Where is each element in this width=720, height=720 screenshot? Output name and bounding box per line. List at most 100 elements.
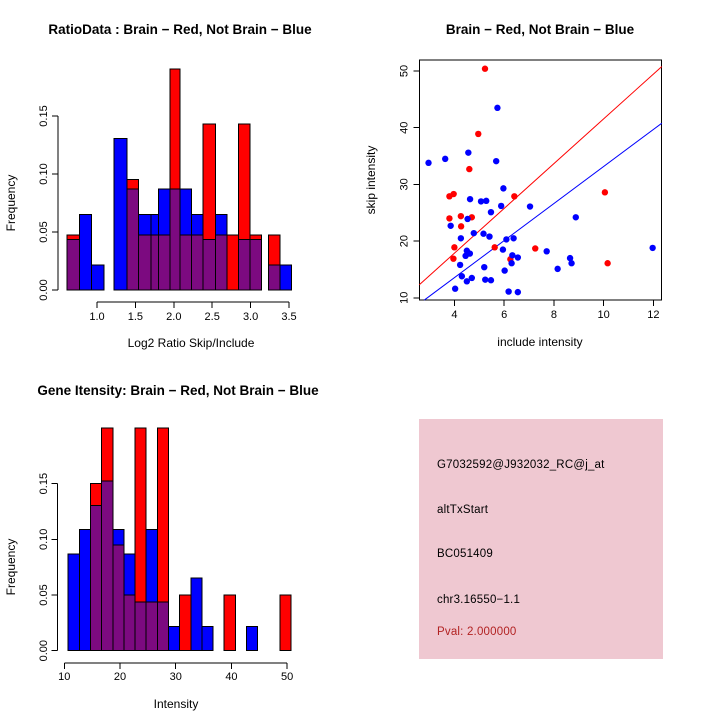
hist-bar-blue — [78, 529, 91, 652]
panel-title: Brain − Red, Not Brain − Blue — [446, 22, 635, 37]
scatter-point-blue — [572, 214, 579, 221]
y-tick-label: 10 — [399, 292, 411, 304]
y-tick-label: 50 — [399, 65, 411, 77]
scatter-point-red — [450, 190, 457, 198]
scatter-point-blue — [482, 276, 489, 283]
scatter-point-blue — [554, 265, 561, 273]
scatter-point-blue — [503, 236, 510, 243]
scatter-point-blue — [486, 233, 493, 240]
hist-bar-purple — [249, 239, 262, 291]
y-tick-label: 30 — [399, 178, 411, 190]
hist-bar-blue — [67, 553, 80, 652]
hist-bar-purple — [157, 234, 171, 291]
x-axis-label: include intensity — [497, 335, 582, 349]
y-axis-label: Frequency — [4, 175, 18, 232]
x-tick-label: 10 — [58, 671, 70, 683]
scatter-point-blue — [468, 274, 476, 282]
hist-bar-blue — [113, 138, 128, 291]
scatter-point-blue — [458, 273, 466, 280]
fit-line-blue — [424, 122, 663, 301]
scatter-point-blue — [451, 285, 459, 292]
scatter-point-red — [604, 260, 611, 267]
x-tick-label: 30 — [170, 671, 182, 683]
scatter-point-blue — [457, 235, 465, 242]
hist-bar-purple — [267, 264, 281, 291]
x-tick-label: 3.0 — [243, 311, 258, 323]
x-tick-label: 10 — [598, 309, 610, 321]
x-axis-label: Log2 Ratio Skip/Include — [128, 336, 255, 350]
y-tick-label: 0.10 — [38, 529, 50, 550]
hist-bar-purple — [237, 239, 251, 291]
x-tick-label: 2.5 — [205, 311, 220, 323]
y-tick-label: 0.00 — [38, 279, 50, 300]
hist-bar-blue — [245, 626, 259, 652]
scatter-point-blue — [447, 222, 454, 229]
locus-text: chr3.16550−1.1 — [437, 594, 521, 606]
scatter-point-blue — [509, 252, 516, 259]
scatter-point-red — [601, 189, 609, 196]
scatter-point-blue — [526, 203, 534, 210]
hist-bar-blue — [167, 626, 181, 652]
event-type-text: altTxStart — [437, 504, 489, 516]
y-tick-label: 0.10 — [38, 163, 50, 184]
pval-text: Pval: 2.000000 — [437, 626, 517, 638]
scatter-point-blue — [462, 252, 469, 260]
intensity-scatter-panel: Brain − Red, Not Brain − Blue include int… — [364, 22, 663, 349]
scatter-point-red — [451, 244, 458, 251]
scatter-point-red — [450, 255, 457, 262]
scatter-point-blue — [494, 104, 501, 112]
x-axis-label: Intensity — [154, 697, 199, 711]
x-tick-label: 40 — [225, 671, 237, 683]
scatter-point-red — [457, 212, 465, 220]
scatter-point-blue — [649, 244, 656, 252]
scatter-point-red — [511, 193, 518, 200]
scatter-point-blue — [470, 229, 478, 237]
scatter-point-blue — [466, 195, 474, 203]
gene-intensity-histogram-panel: Gene Itensity: Brain − Red, Not Brain − … — [4, 383, 319, 711]
scatter-point-red — [475, 130, 482, 138]
hist-bar-purple — [179, 234, 192, 291]
scatter-point-red — [481, 65, 489, 72]
y-axis-label: skip intensity — [364, 146, 378, 215]
plot-box — [418, 59, 663, 301]
scatter-point-blue — [568, 260, 575, 267]
x-tick-label: 1.0 — [89, 311, 104, 323]
accession-text: BC051409 — [437, 548, 493, 560]
scatter-point-blue — [501, 267, 508, 274]
hist-bar-red — [279, 594, 292, 652]
scatter-point-red — [491, 244, 498, 251]
hist-bar-red — [179, 594, 192, 652]
hist-bar-purple — [134, 601, 147, 652]
scatter-point-blue — [514, 288, 522, 296]
scatter-point-blue — [481, 263, 488, 271]
y-tick-label: 0.15 — [38, 105, 50, 126]
hist-bar-blue — [78, 213, 93, 291]
x-tick-label: 3.5 — [281, 311, 296, 323]
x-tick-label: 50 — [281, 671, 293, 683]
fit-line-red — [418, 66, 663, 286]
scatter-point-blue — [514, 254, 522, 261]
scatter-point-red — [466, 165, 473, 173]
hist-bar-blue — [201, 626, 214, 652]
hist-bar-red — [223, 594, 236, 652]
y-tick-label: 20 — [399, 235, 411, 247]
panel-title: RatioData : Brain − Red, Not Brain − Blu… — [48, 22, 312, 37]
hist-bar-purple — [89, 504, 103, 652]
x-tick-label: 8 — [551, 309, 557, 321]
scatter-point-blue — [505, 288, 512, 295]
scatter-point-blue — [510, 235, 517, 242]
scatter-point-blue — [500, 185, 507, 192]
scatter-point-blue — [508, 260, 515, 267]
scatter-point-blue — [487, 277, 495, 284]
y-tick-label: 40 — [399, 122, 411, 134]
scatter-point-blue — [497, 202, 505, 210]
scatter-point-blue — [543, 248, 550, 255]
panel-title: Gene Itensity: Brain − Red, Not Brain − … — [37, 383, 319, 398]
scatter-point-blue — [477, 198, 485, 205]
scatter-point-blue — [480, 230, 487, 237]
hist-bar-purple — [137, 234, 152, 291]
hist-bar-purple — [214, 234, 228, 291]
x-tick-label: 12 — [647, 309, 659, 321]
scatter-point-blue — [499, 246, 507, 253]
scatter-point-blue — [464, 215, 471, 223]
